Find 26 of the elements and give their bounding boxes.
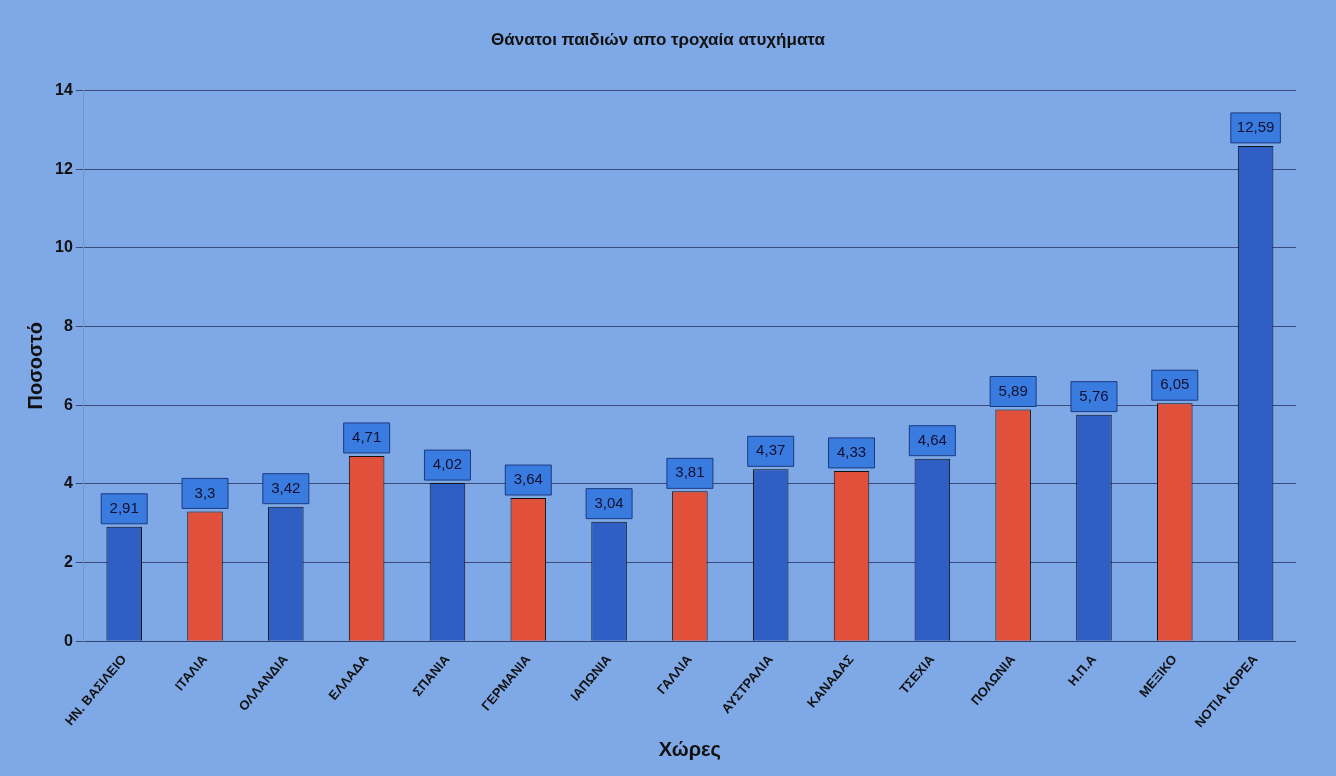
data-label: 4,37 [756, 441, 786, 459]
y-tick-label: 0 [63, 631, 73, 649]
data-label: 12,59 [1236, 118, 1275, 136]
y-tick-label: 2 [63, 552, 73, 570]
data-label: 3,04 [594, 493, 624, 511]
y-tick-label: 4 [63, 474, 73, 492]
data-label: 4,71 [352, 428, 382, 446]
y-axis-title: Ποσοστό [23, 322, 46, 410]
x-axis-title: Χώρες [658, 737, 722, 760]
data-label: 2,91 [109, 498, 139, 516]
y-tick-label: 8 [63, 316, 73, 334]
data-label: 3,42 [271, 478, 301, 496]
data-label: 5,89 [998, 381, 1028, 399]
data-label: 3,3 [194, 483, 216, 501]
y-tick-label: 6 [63, 395, 73, 413]
y-tick-label: 14 [55, 80, 73, 98]
data-label: 3,81 [675, 463, 705, 481]
data-label: 4,64 [917, 430, 947, 448]
data-label: 3,64 [513, 470, 543, 488]
chart-title: Θάνατοι παιδιών απο τροχαία ατυχήματα [491, 29, 826, 49]
y-tick-label: 12 [55, 159, 73, 177]
data-label: 6,05 [1160, 375, 1190, 393]
data-label: 4,33 [836, 443, 867, 461]
data-label: 4,02 [432, 455, 463, 473]
y-tick-label: 10 [55, 238, 73, 256]
data-label: 5,76 [1079, 386, 1109, 404]
